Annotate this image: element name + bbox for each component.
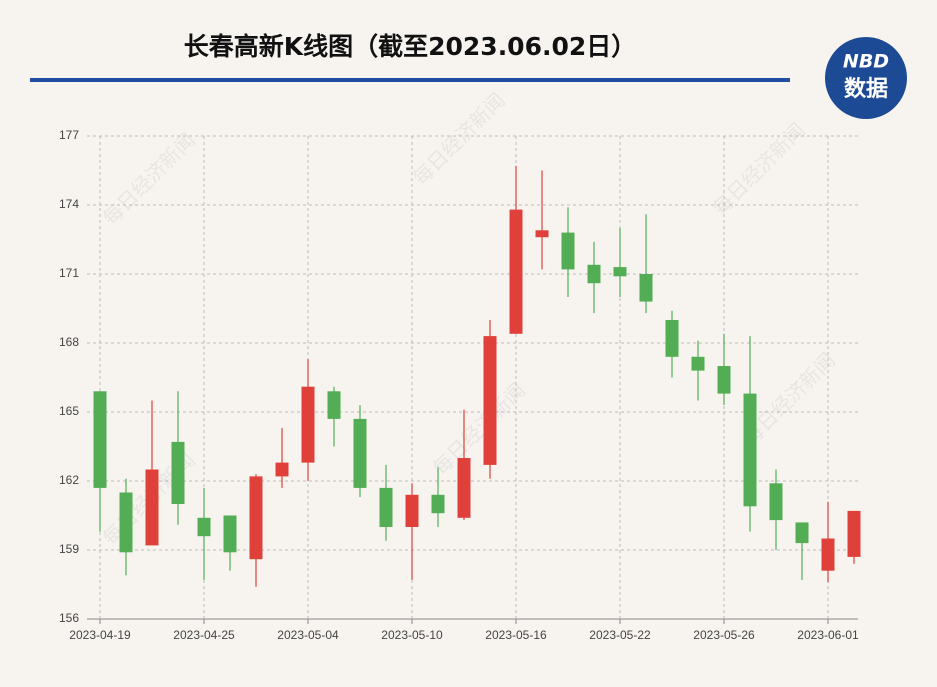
candle-body: [847, 510, 861, 557]
y-tick-label: 174: [59, 197, 79, 211]
candle-body: [197, 517, 211, 537]
y-tick-label: 168: [59, 335, 79, 349]
candle-body: [405, 494, 419, 527]
x-tick-label: 2023-06-01: [797, 628, 859, 642]
candle-body: [171, 441, 185, 504]
candle-body: [587, 264, 601, 284]
candle-body: [249, 476, 263, 560]
candle-body: [457, 458, 471, 518]
candle-body: [717, 366, 731, 394]
candle-body: [301, 386, 315, 463]
x-tick-label: 2023-04-19: [69, 628, 131, 642]
y-tick-label: 165: [59, 404, 79, 418]
candle-body: [119, 492, 133, 553]
candle-body: [223, 515, 237, 553]
y-tick-label: 159: [59, 542, 79, 556]
candle-body: [353, 418, 367, 488]
y-tick-label: 177: [59, 128, 79, 142]
y-tick-label: 171: [59, 266, 79, 280]
title-underline: [30, 78, 790, 82]
candle-body: [483, 336, 497, 465]
candle-body: [743, 393, 757, 507]
candle-body: [431, 494, 445, 514]
candle-body: [795, 522, 809, 544]
candle-body: [379, 487, 393, 527]
y-tick-label: 156: [59, 611, 79, 625]
x-tick-label: 2023-05-10: [381, 628, 443, 642]
x-tick-label: 2023-05-22: [589, 628, 651, 642]
candle-body: [145, 469, 159, 546]
candle-body: [93, 391, 107, 488]
candle-body: [821, 538, 835, 571]
candle-body: [509, 209, 523, 334]
candle-body: [639, 274, 653, 302]
candle-body: [327, 391, 341, 419]
x-tick-label: 2023-05-04: [277, 628, 339, 642]
candle-body: [613, 267, 627, 277]
candle-body: [275, 462, 289, 477]
candle-body: [769, 483, 783, 521]
chart-title: 长春高新K线图（截至2023.06.02日）: [184, 32, 637, 61]
y-tick-label: 162: [59, 473, 79, 487]
candle-body: [561, 232, 575, 270]
logo-bottom: 数据: [844, 76, 888, 102]
x-tick-label: 2023-05-16: [485, 628, 547, 642]
candle-body: [535, 230, 549, 238]
logo-circle: [825, 37, 907, 119]
x-tick-label: 2023-05-26: [693, 628, 755, 642]
candle-body: [691, 356, 705, 371]
x-tick-label: 2023-04-25: [173, 628, 235, 642]
logo-top: NBD: [843, 51, 889, 73]
candle-body: [665, 320, 679, 357]
